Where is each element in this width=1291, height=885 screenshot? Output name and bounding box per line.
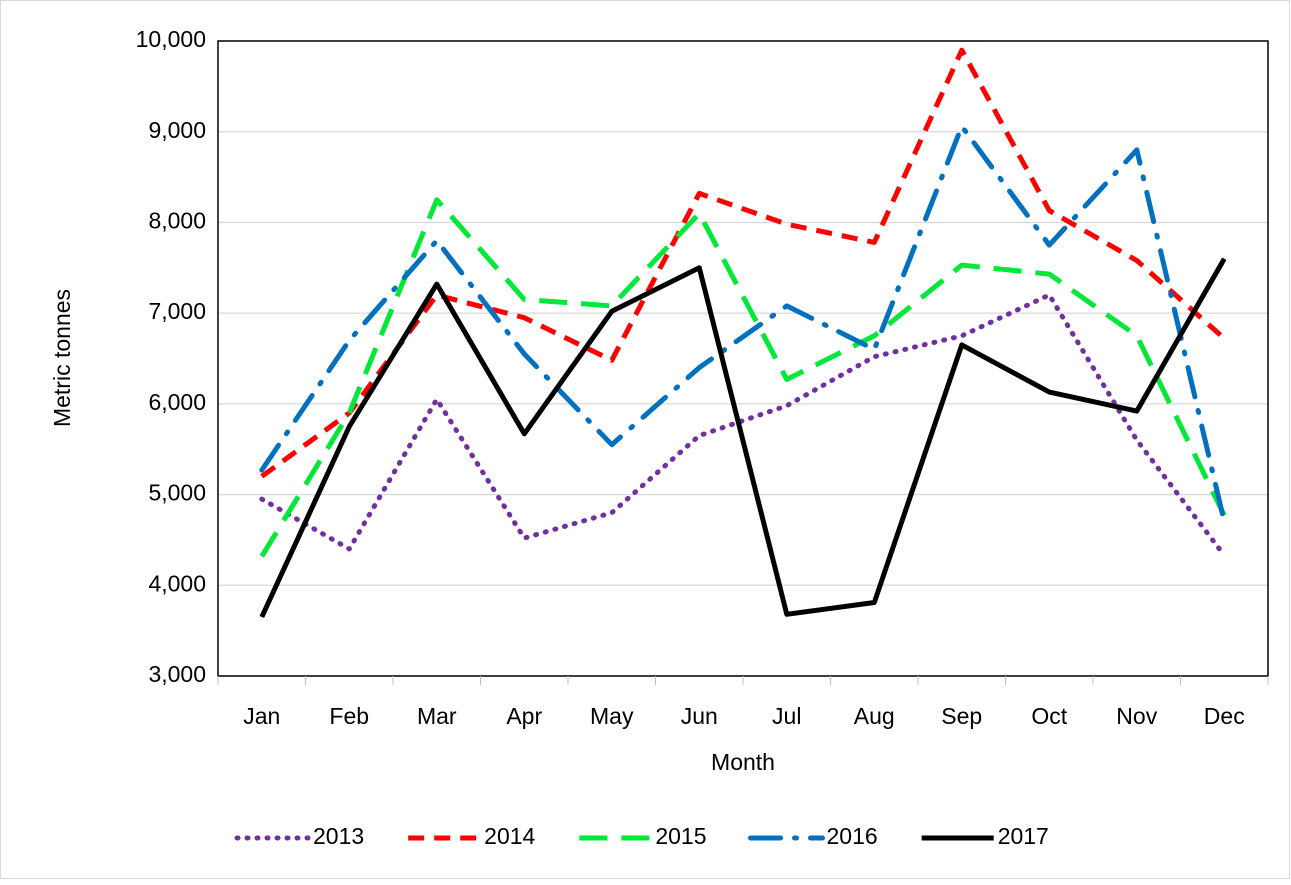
x-tick-label: May — [590, 703, 634, 729]
legend-label: 2016 — [827, 823, 878, 849]
y-tick-label: 6,000 — [148, 389, 206, 415]
series-line — [259, 292, 1227, 558]
x-tick-label: Feb — [329, 703, 369, 729]
y-tick-label: 7,000 — [148, 298, 206, 324]
series-line — [260, 47, 1226, 479]
x-tick-label: Jun — [681, 703, 718, 729]
x-axis-title: Month — [711, 749, 775, 775]
y-tick-label: 3,000 — [148, 661, 206, 687]
y-tick-label: 4,000 — [148, 570, 206, 596]
legend-label: 2014 — [484, 823, 535, 849]
x-tick-label: Jul — [772, 703, 801, 729]
y-tick-label: 5,000 — [148, 480, 206, 506]
x-tick-label: Oct — [1031, 703, 1067, 729]
legend-label: 2015 — [655, 823, 706, 849]
y-tick-label: 9,000 — [148, 117, 206, 143]
y-axis-title: Metric tonnes — [49, 289, 75, 427]
x-tick-label: Aug — [854, 703, 895, 729]
x-tick-label: Nov — [1116, 703, 1157, 729]
series-line — [259, 257, 1227, 619]
x-tick-label: Mar — [417, 703, 457, 729]
series-line — [259, 123, 1227, 525]
y-tick-label: 8,000 — [148, 208, 206, 234]
legend-label: 2013 — [313, 823, 364, 849]
x-tick-label: Apr — [506, 703, 542, 729]
x-tick-label: Sep — [941, 703, 982, 729]
y-tick-label: 10,000 — [136, 26, 206, 52]
x-tick-label: Jan — [243, 703, 280, 729]
legend-label: 2017 — [998, 823, 1049, 849]
x-tick-label: Dec — [1204, 703, 1245, 729]
series-line — [259, 197, 1227, 558]
